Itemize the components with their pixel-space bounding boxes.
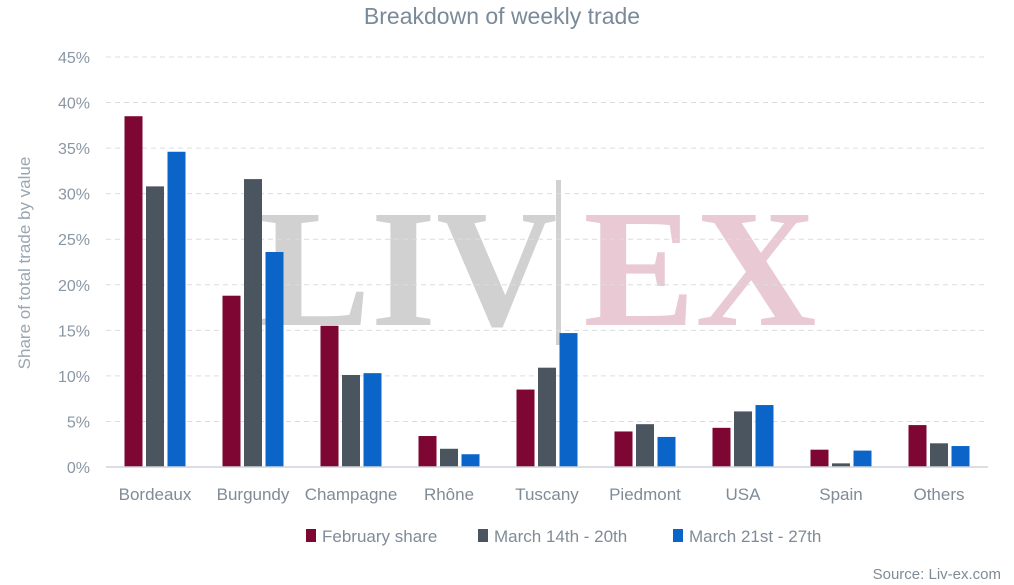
x-tick-label: Others <box>913 485 964 504</box>
bar <box>167 151 186 467</box>
y-tick-label: 20% <box>58 278 90 295</box>
x-tick-label: Champagne <box>305 485 398 504</box>
bar <box>636 424 654 467</box>
legend-swatch <box>478 529 488 542</box>
bar <box>342 374 360 467</box>
bar <box>363 373 382 467</box>
bars <box>124 116 970 468</box>
watermark-divider <box>556 180 561 345</box>
x-tick-label: Rhône <box>424 485 474 504</box>
y-tick-label: 10% <box>58 369 90 386</box>
y-axis-label: Share of total trade by value <box>15 157 34 370</box>
legend-label: March 21st - 27th <box>689 527 821 546</box>
bar <box>124 116 143 467</box>
bar <box>755 405 774 467</box>
legend-label: February share <box>322 527 437 546</box>
source-note: Source: Liv-ex.com <box>873 566 1001 583</box>
bar <box>614 431 633 467</box>
bar <box>810 449 829 467</box>
legend-swatch <box>673 529 683 542</box>
bar <box>908 425 927 467</box>
y-tick-label: 25% <box>58 232 90 249</box>
legend: February share March 14th - 20th March 21s… <box>306 527 821 546</box>
legend-swatch <box>306 529 316 542</box>
liv-ex-watermark: LIV EX <box>259 176 817 362</box>
bar <box>146 186 164 467</box>
legend-label: March 14th - 20th <box>494 527 627 546</box>
bar <box>538 367 556 467</box>
y-tick-label: 35% <box>58 141 90 158</box>
bar <box>832 463 850 467</box>
watermark-liv: LIV <box>259 176 558 362</box>
x-axis-categories: Bordeaux Burgundy Champagne Rhône Tuscany Pie… <box>119 485 965 504</box>
y-tick-label: 5% <box>67 414 90 431</box>
y-tick-label: 15% <box>58 323 90 340</box>
bar <box>734 411 752 467</box>
x-tick-label: Tuscany <box>515 485 579 504</box>
y-tick-label: 30% <box>58 187 90 204</box>
x-tick-label: Bordeaux <box>119 485 192 504</box>
x-tick-label: Burgundy <box>217 485 290 504</box>
x-tick-label: Piedmont <box>609 485 681 504</box>
bar <box>320 325 339 467</box>
y-tick-label: 40% <box>58 96 90 113</box>
x-tick-label: USA <box>726 485 762 504</box>
y-tick-label: 45% <box>58 50 90 67</box>
bar <box>440 448 458 467</box>
y-axis-ticks: 0% 5% 10% 15% 20% 25% 30% 35% 40% 45% <box>58 50 90 477</box>
bar <box>951 446 970 467</box>
bar <box>930 443 948 467</box>
x-tick-label: Spain <box>819 485 862 504</box>
chart-title: Breakdown of weekly trade <box>364 3 640 29</box>
bar <box>222 295 241 467</box>
bar <box>516 389 535 467</box>
bar <box>461 454 480 467</box>
bar <box>244 179 262 468</box>
bar <box>657 436 676 467</box>
watermark-ex: EX <box>583 176 816 362</box>
bar <box>559 333 578 467</box>
y-tick-label: 0% <box>67 460 90 477</box>
bar <box>418 436 437 467</box>
bar <box>853 450 872 467</box>
bar <box>265 251 284 467</box>
bar <box>712 427 731 467</box>
